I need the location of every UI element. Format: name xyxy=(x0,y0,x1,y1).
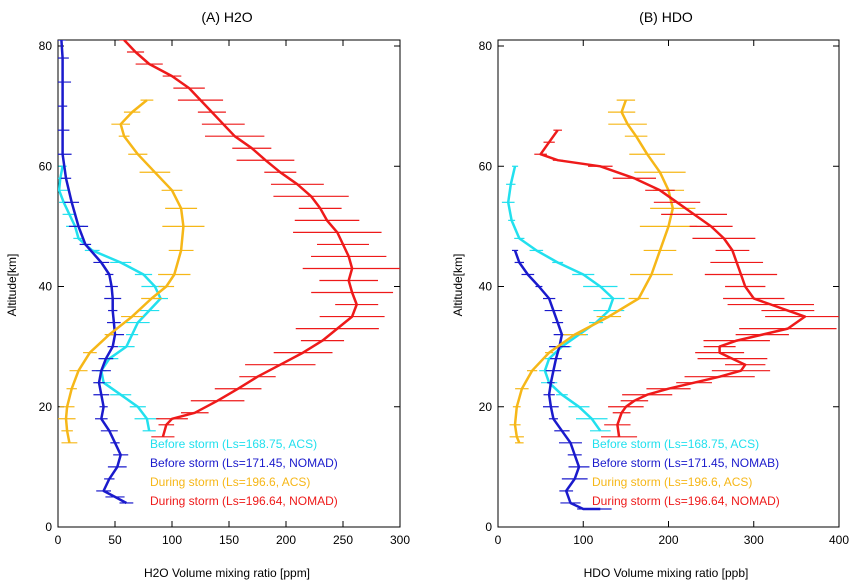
panel-a-series-1 xyxy=(58,40,134,505)
panel-a-x-tick-label: 50 xyxy=(108,533,122,547)
panel-b-x-tick-label: 100 xyxy=(573,533,593,547)
panel-a-legend-entry: Before storm (Ls=171.45, NOMAD) xyxy=(150,456,338,470)
panel-b-series-2-line xyxy=(513,99,675,444)
panel-a-x-tick-label: 250 xyxy=(333,533,353,547)
panel-a-x-axis-label: H2O Volume mixing ratio [ppm] xyxy=(144,566,310,580)
panel-a-x-tick-label: 200 xyxy=(276,533,296,547)
panel-b-x-tick-label: 400 xyxy=(829,533,849,547)
panel-b-y-tick-label: 80 xyxy=(479,39,493,53)
panel-b-title: (B) HDO xyxy=(639,9,693,25)
panel-a-legend-entry: Before storm (Ls=168.75, ACS) xyxy=(150,437,317,451)
panel-b-y-tick-label: 40 xyxy=(479,280,493,294)
panel-b-hdo: (B) HDO HDO Volume mixing ratio [ppb] Al… xyxy=(451,9,849,580)
panel-b-y-tick-label: 60 xyxy=(479,159,493,173)
panel-b-series-0-line xyxy=(506,166,615,432)
panel-a-y-tick-label: 80 xyxy=(39,39,53,53)
panel-b-series-2 xyxy=(509,99,698,444)
panel-a-series-1-line xyxy=(60,40,127,505)
panel-a-x-tick-label: 0 xyxy=(55,533,62,547)
panel-b-series-3-line xyxy=(539,129,807,437)
panel-a-y-tick-label: 20 xyxy=(39,400,53,414)
panel-a-legend-entry: During storm (Ls=196.64, NOMAD) xyxy=(150,494,338,508)
panel-b-series-1-line xyxy=(513,249,601,511)
panel-b-x-axis-label: HDO Volume mixing ratio [ppb] xyxy=(584,566,749,580)
panel-a-series-2-line xyxy=(64,99,185,444)
panel-a-series-3 xyxy=(119,40,400,438)
panel-b-y-tick-label: 0 xyxy=(485,520,492,534)
panel-b-plot-area xyxy=(501,99,839,511)
panel-b-plot-frame xyxy=(497,39,840,528)
panel-a-y-tick-label: 0 xyxy=(45,520,52,534)
panel-a-plot-area xyxy=(58,40,400,505)
panel-b-legend-entry: Before storm (Ls=171.45, NOMAB) xyxy=(592,456,779,470)
panel-b-y-axis-label: Altitude[km] xyxy=(451,254,465,317)
panel-b-legend-entry: Before storm (Ls=168.75, ACS) xyxy=(592,437,759,451)
panel-b-y-tick-label: 20 xyxy=(479,400,493,414)
panel-b-x-tick-label: 200 xyxy=(658,533,678,547)
panel-a-title: (A) H2O xyxy=(201,9,252,25)
panel-a-x-tick-label: 100 xyxy=(162,533,182,547)
panel-b-x-tick-label: 300 xyxy=(744,533,764,547)
panel-a-legend-entry: During storm (Ls=196.6, ACS) xyxy=(150,475,310,489)
panel-a-x-tick-label: 300 xyxy=(390,533,410,547)
panel-a-y-tick-label: 60 xyxy=(39,159,53,173)
panel-a-x-tick-label: 150 xyxy=(219,533,239,547)
panel-a-y-tick-label: 40 xyxy=(39,280,53,294)
panel-b-series-3 xyxy=(534,129,839,438)
panel-a-y-axis-label: Altitude[km] xyxy=(5,254,19,317)
panel-a-series-2 xyxy=(58,99,205,444)
panel-b-legend-entry: During storm (Ls=196.64, NOMAD) xyxy=(592,494,780,508)
panel-b-x-tick-label: 0 xyxy=(495,533,502,547)
panel-a-h2o: (A) H2O H2O Volume mixing ratio [ppm] Al… xyxy=(5,9,410,580)
panel-b-legend-entry: During storm (Ls=196.6, ACS) xyxy=(592,475,752,489)
panel-a-series-3-line xyxy=(123,40,358,438)
